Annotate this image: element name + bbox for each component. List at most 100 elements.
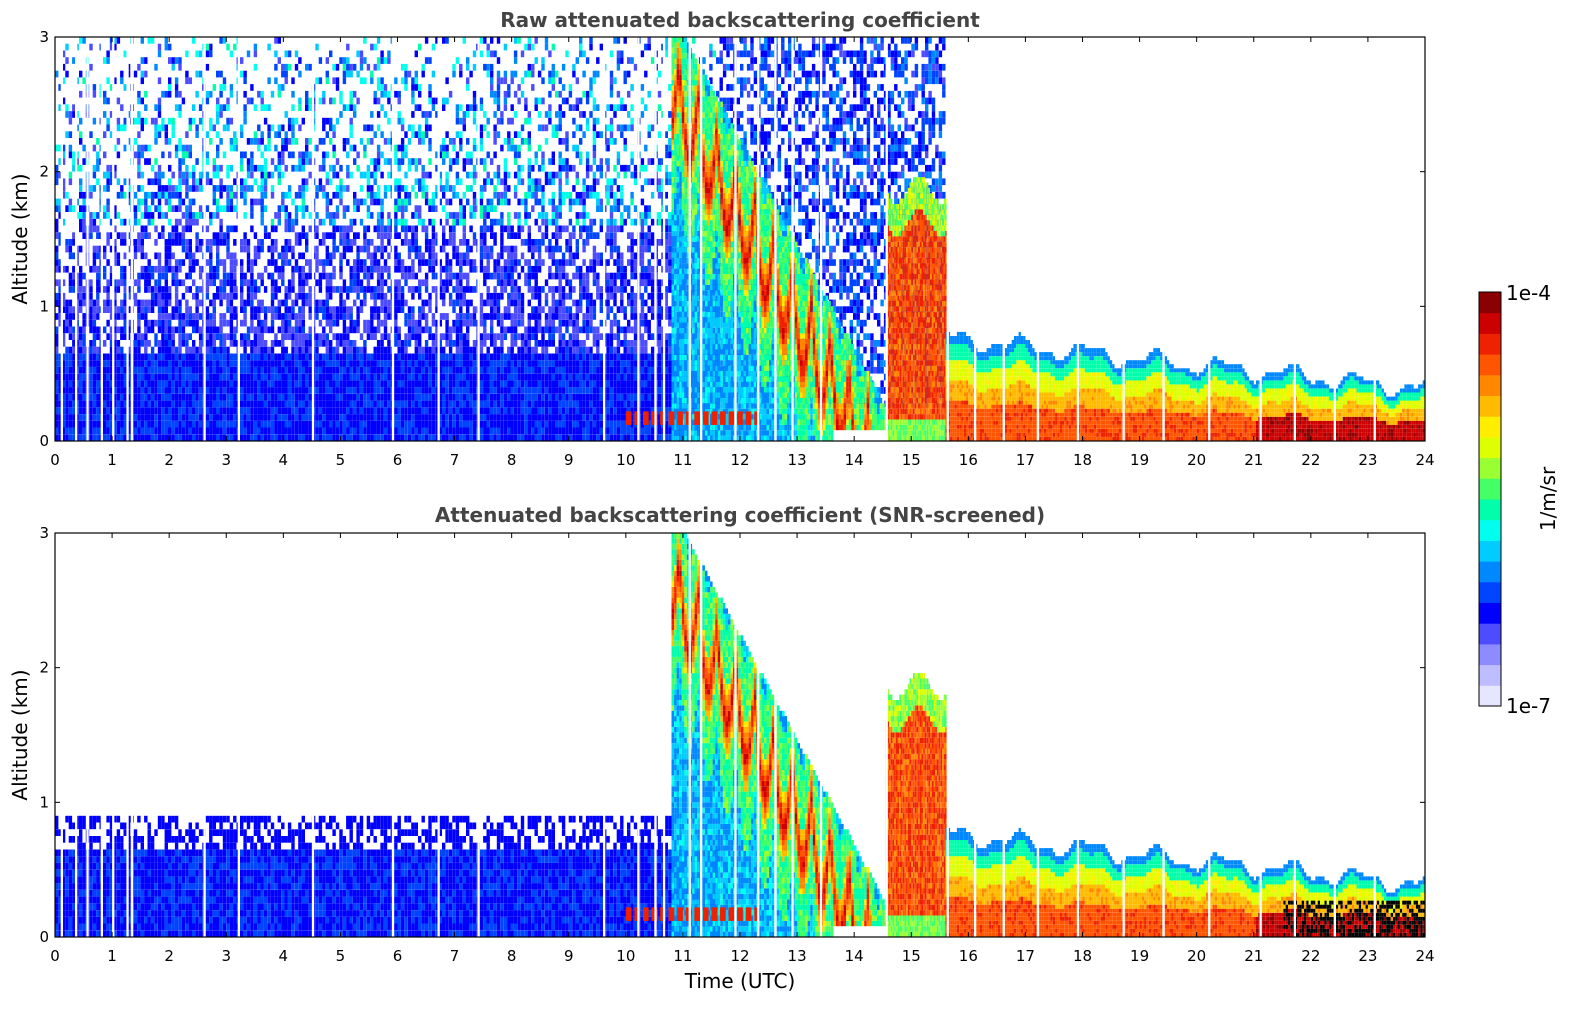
heatmap-cell <box>466 380 469 387</box>
heatmap-cell <box>302 374 305 381</box>
heatmap-cell <box>172 273 175 280</box>
heatmap-cell <box>274 354 277 361</box>
heatmap-cell <box>65 387 68 394</box>
heatmap-cell <box>459 286 462 293</box>
heatmap-cell <box>151 327 154 334</box>
heatmap-cell <box>514 340 517 347</box>
heatmap-cell <box>168 118 171 125</box>
heatmap-cell <box>261 205 264 212</box>
heatmap-cell <box>504 77 507 84</box>
heatmap-cell <box>195 259 198 266</box>
heatmap-cell <box>158 199 161 206</box>
heatmap-cell <box>459 199 462 206</box>
heatmap-cell <box>432 414 435 421</box>
heatmap-cell <box>367 266 370 273</box>
heatmap-cell <box>264 360 267 367</box>
heatmap-cell <box>271 259 274 266</box>
heatmap-cell <box>124 232 127 239</box>
heatmap-cell <box>422 64 425 71</box>
heatmap-cell <box>493 125 496 132</box>
heatmap-cell <box>511 145 514 152</box>
heatmap-cell <box>233 266 236 273</box>
heatmap-cell <box>422 131 425 138</box>
heatmap-cell <box>247 138 250 145</box>
heatmap-cell <box>487 434 490 441</box>
heatmap-cell <box>374 293 377 300</box>
heatmap-cell <box>353 219 356 226</box>
heatmap-cell <box>302 253 305 260</box>
heatmap-cell <box>490 306 493 313</box>
heatmap-cell <box>233 259 236 266</box>
heatmap-cell <box>418 407 421 414</box>
heatmap-cell <box>271 434 274 441</box>
heatmap-cell <box>264 192 267 199</box>
heatmap-cell <box>418 84 421 91</box>
heatmap-cell <box>278 306 281 313</box>
heatmap-cell <box>346 327 349 334</box>
heatmap-cell <box>339 165 342 172</box>
heatmap-cell <box>418 306 421 313</box>
heatmap-cell <box>124 354 127 361</box>
heatmap-cell <box>517 401 520 408</box>
heatmap-cell <box>452 394 455 401</box>
heatmap-cell <box>96 434 99 441</box>
heatmap-cell <box>298 347 301 354</box>
heatmap-cell <box>456 340 459 347</box>
heatmap-cell <box>175 152 178 159</box>
heatmap-cell <box>278 57 281 64</box>
heatmap-cell <box>82 354 85 361</box>
heatmap-cell <box>346 401 349 408</box>
heatmap-cell <box>377 64 380 71</box>
heatmap-cell <box>175 407 178 414</box>
heatmap-cell <box>298 273 301 280</box>
heatmap-cell <box>497 172 500 179</box>
heatmap-cell <box>394 333 397 340</box>
heatmap-cell <box>309 380 312 387</box>
heatmap-cell <box>473 434 476 441</box>
heatmap-cell <box>154 158 157 165</box>
heatmap-cell <box>261 333 264 340</box>
heatmap-cell <box>363 152 366 159</box>
heatmap-cell <box>459 71 462 78</box>
heatmap-cell <box>226 374 229 381</box>
heatmap-cell <box>377 57 380 64</box>
heatmap-cell <box>298 165 301 172</box>
heatmap-cell <box>240 360 243 367</box>
heatmap-cell <box>298 394 301 401</box>
heatmap-cell <box>278 401 281 408</box>
heatmap-cell <box>309 347 312 354</box>
heatmap-cell <box>315 266 318 273</box>
heatmap-cell <box>175 266 178 273</box>
heatmap-cell <box>309 401 312 408</box>
heatmap-cell <box>305 145 308 152</box>
heatmap-cell <box>117 138 120 145</box>
heatmap-cell <box>466 64 469 71</box>
heatmap-cell <box>459 131 462 138</box>
heatmap-cell <box>213 434 216 441</box>
heatmap-cell <box>154 226 157 233</box>
heatmap-cell <box>240 300 243 307</box>
heatmap-cell <box>401 293 404 300</box>
heatmap-cell <box>264 158 267 165</box>
heatmap-cell <box>466 57 469 64</box>
heatmap-cell <box>302 199 305 206</box>
heatmap-cell <box>240 380 243 387</box>
heatmap-cell <box>144 266 147 273</box>
heatmap-cell <box>332 145 335 152</box>
heatmap-cell <box>165 192 168 199</box>
heatmap-cell <box>394 205 397 212</box>
heatmap-cell <box>216 259 219 266</box>
heatmap-cell <box>158 414 161 421</box>
heatmap-cell <box>466 199 469 206</box>
heatmap-cell <box>240 158 243 165</box>
heatmap-cell <box>490 367 493 374</box>
heatmap-cell <box>504 71 507 78</box>
heatmap-cell <box>326 394 329 401</box>
heatmap-cell <box>483 232 486 239</box>
heatmap-cell <box>356 421 359 428</box>
heatmap-cell <box>165 347 168 354</box>
heatmap-cell <box>463 118 466 125</box>
heatmap-cell <box>315 185 318 192</box>
heatmap-cell <box>387 354 390 361</box>
heatmap-cell <box>490 421 493 428</box>
